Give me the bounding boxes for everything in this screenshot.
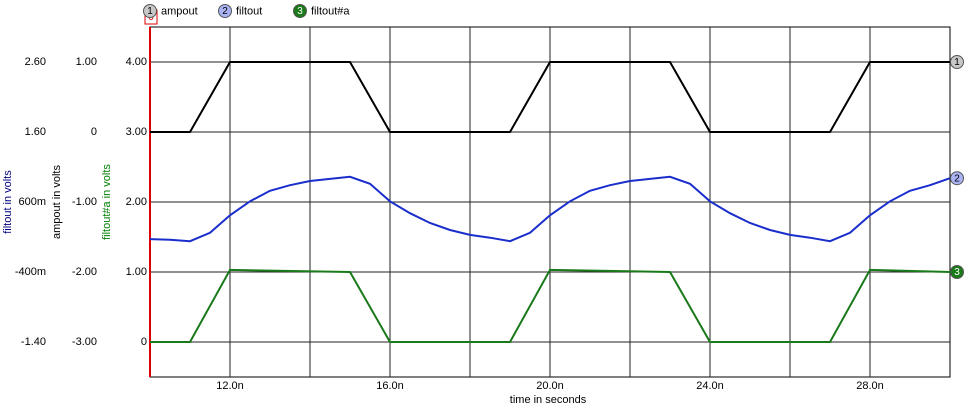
series-line bbox=[149, 175, 951, 243]
legend-label: filtout#a bbox=[311, 5, 350, 17]
legend-label: filtout bbox=[236, 5, 262, 17]
series-end-label: 3 bbox=[954, 267, 960, 278]
series-end-label: 1 bbox=[954, 57, 960, 68]
y-axis-title: filtout#a in volts bbox=[101, 164, 113, 240]
legend-marker-label: 1 bbox=[147, 6, 153, 17]
legend-marker bbox=[218, 4, 232, 18]
y-tick-label: 1.60 bbox=[25, 126, 46, 138]
legend-label: ampout bbox=[161, 5, 198, 17]
y-tick-label: 2.00 bbox=[126, 196, 147, 208]
y-tick-label: 1.00 bbox=[126, 266, 147, 278]
x-tick-label: 16.0n bbox=[376, 380, 404, 392]
series-end-marker bbox=[950, 171, 964, 186]
y-tick-label: 1.00 bbox=[76, 56, 97, 68]
x-tick-label: 20.0n bbox=[536, 380, 564, 392]
y-tick-label: -1.00 bbox=[72, 196, 97, 208]
y-axis-title: filtout in volts bbox=[2, 170, 14, 234]
y-axis-title: ampout in volts bbox=[51, 165, 63, 239]
y-tick-label: -3.00 bbox=[72, 336, 97, 348]
y-tick-label: -2.00 bbox=[72, 266, 97, 278]
y-tick-label: 600m bbox=[18, 196, 46, 208]
x-tick-label: 24.0n bbox=[696, 380, 724, 392]
y-tick-label: 2.60 bbox=[25, 56, 46, 68]
x-tick-label: 12.0n bbox=[216, 380, 244, 392]
y-tick-label: 4.00 bbox=[126, 56, 147, 68]
legend-marker-label: 2 bbox=[222, 6, 228, 17]
y-tick-label: 0 bbox=[141, 336, 147, 348]
legend-marker-label: 3 bbox=[297, 6, 303, 17]
x-tick-label: 28.0n bbox=[856, 380, 884, 392]
x-axis-title: time in seconds bbox=[510, 394, 587, 406]
legend-marker bbox=[293, 4, 307, 18]
series-end-label: 2 bbox=[954, 173, 960, 184]
series-line bbox=[150, 268, 951, 343]
y-tick-label: 0 bbox=[91, 126, 97, 138]
legend-marker bbox=[143, 4, 157, 18]
y-tick-label: -1.40 bbox=[21, 336, 46, 348]
series-end-marker bbox=[950, 55, 964, 69]
y-tick-label: 3.00 bbox=[126, 126, 147, 138]
y-tick-label: -400m bbox=[15, 266, 46, 278]
series-end-marker bbox=[950, 265, 964, 279]
series-line bbox=[150, 61, 950, 133]
